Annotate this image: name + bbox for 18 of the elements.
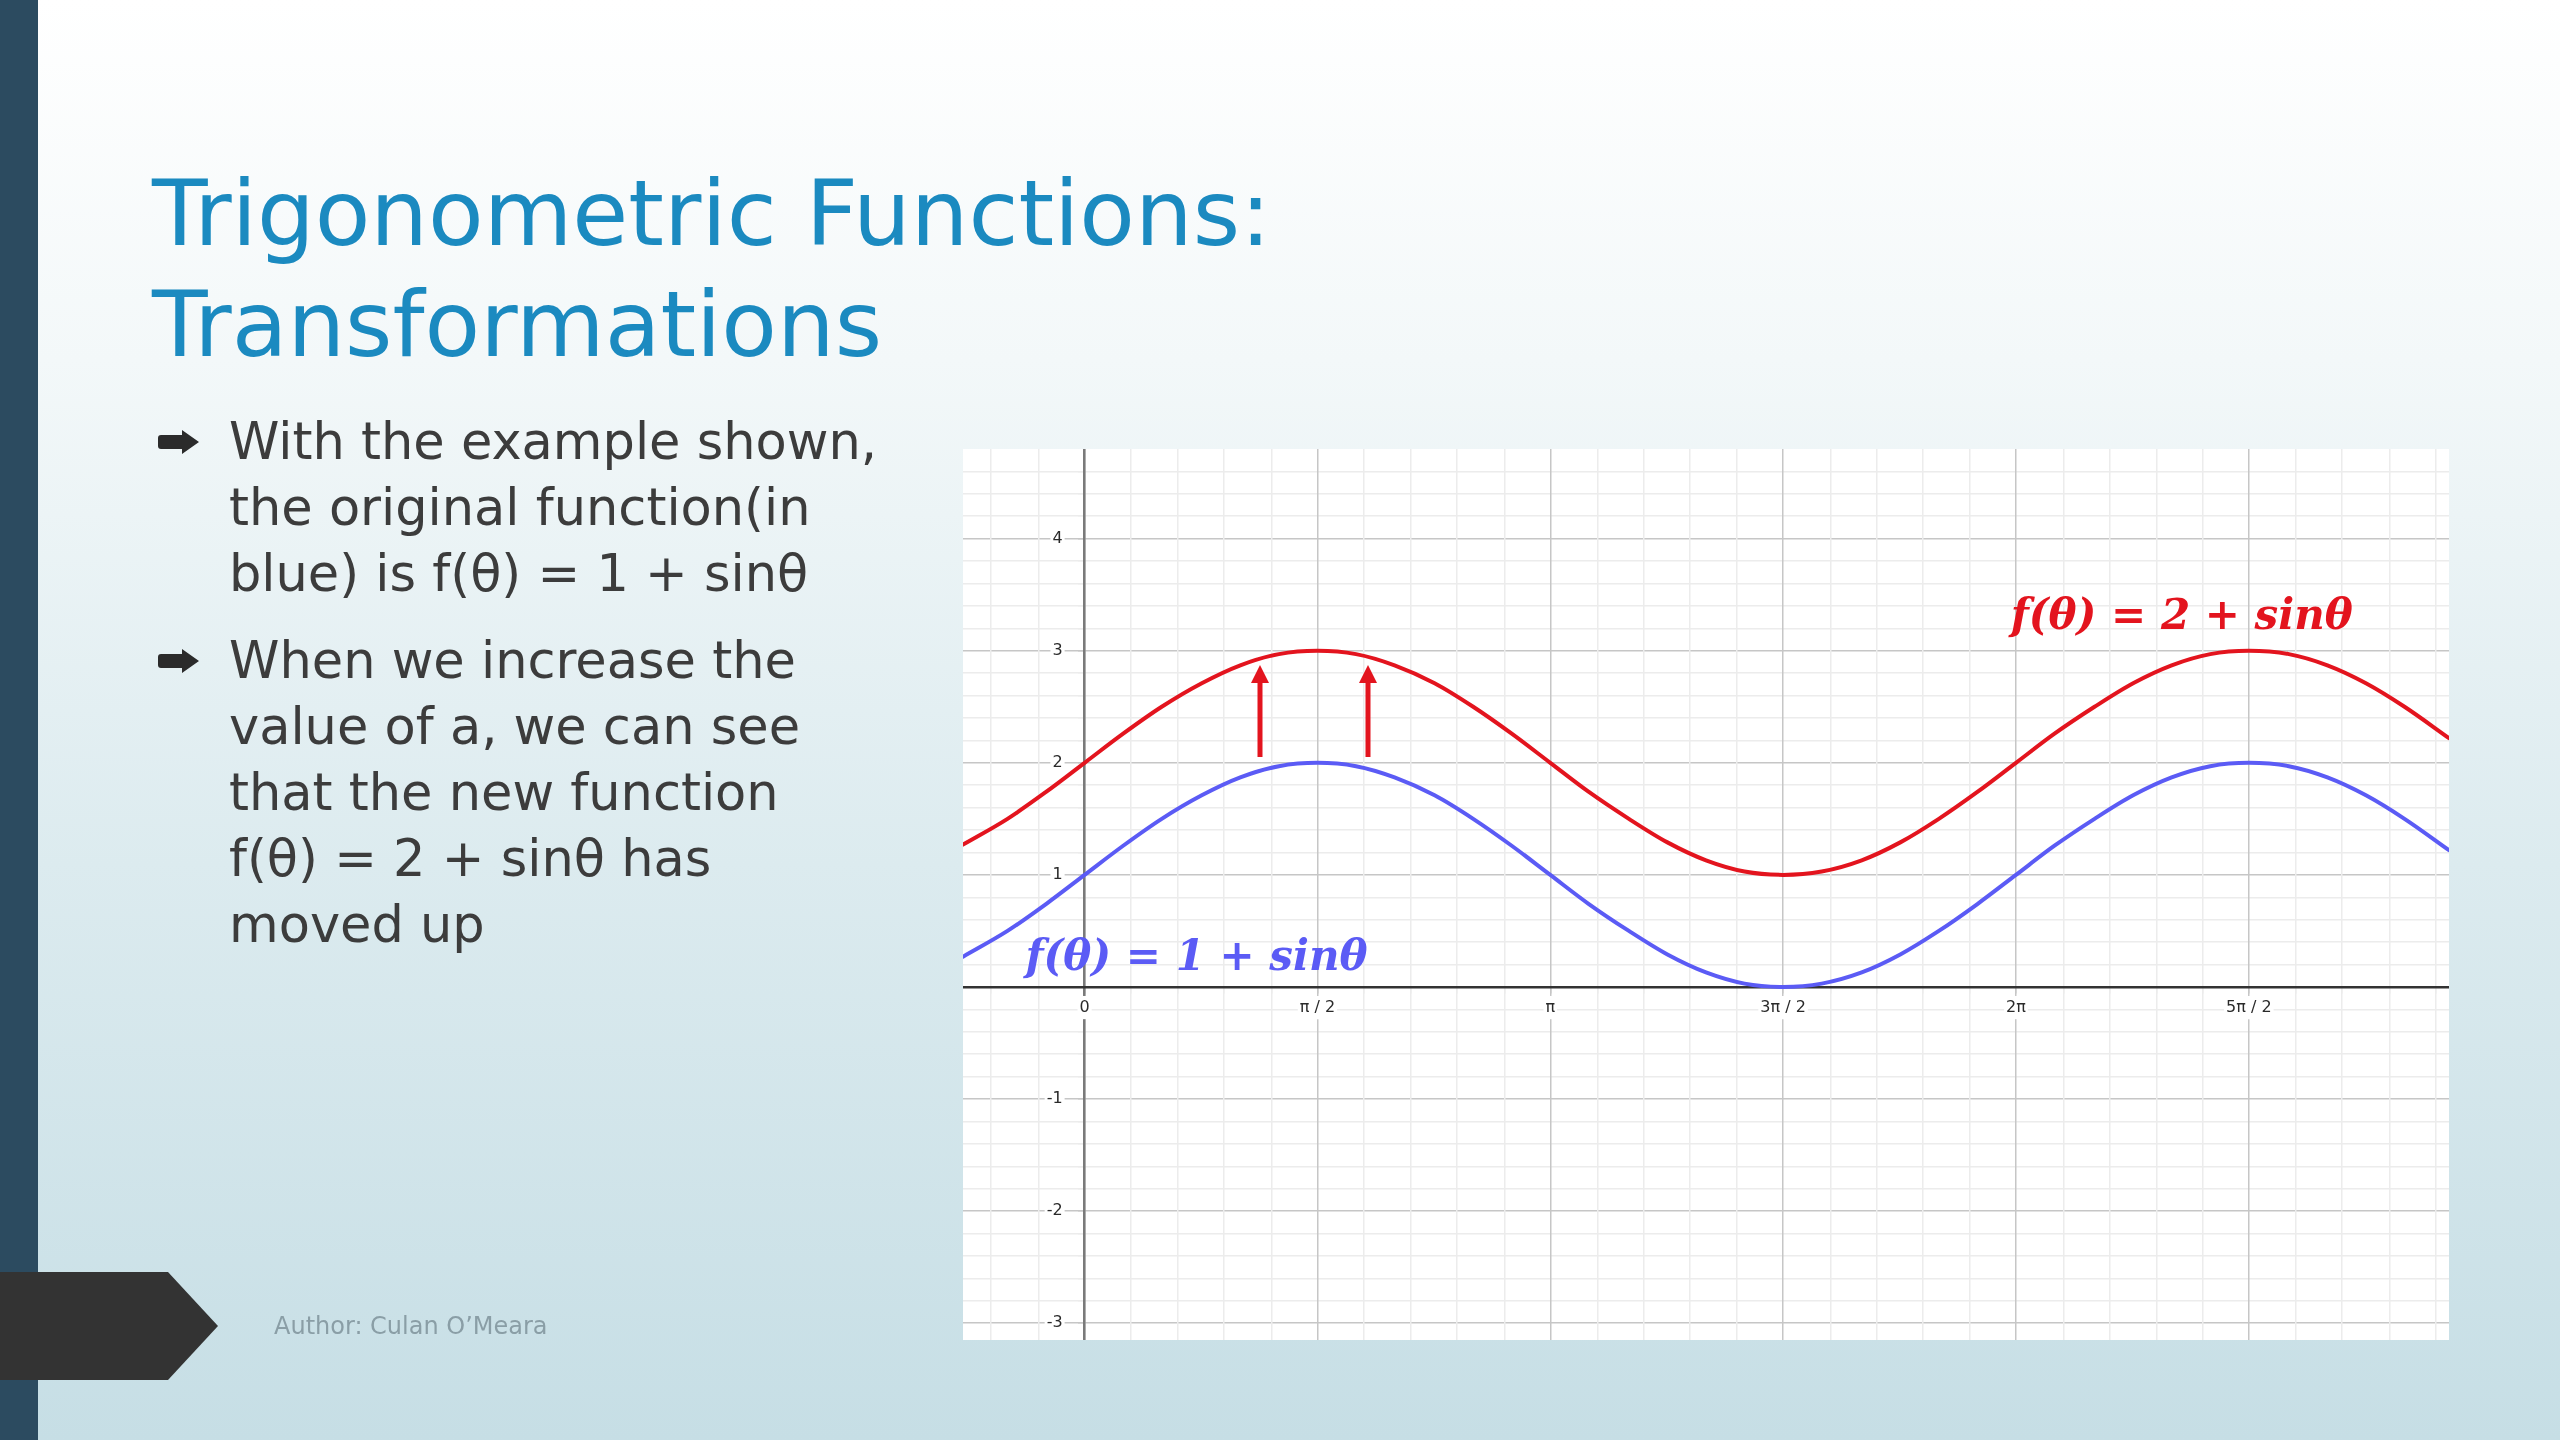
x-tick-label: π — [1545, 996, 1556, 1016]
x-tick-label: 0 — [1079, 996, 1090, 1016]
x-tick-label: 5π / 2 — [2226, 996, 2272, 1016]
text: Author: Culan O’Meara — [274, 1311, 548, 1341]
text: With the example shown, the original function(in blue) is f(θ) = 1 + sinθ — [229, 412, 877, 603]
chart-title: Trigonometric Functions: Transformations — [152, 160, 1272, 379]
series-label: f(θ) = 2 + sinθ — [2007, 589, 2353, 639]
y-tick-label: 1 — [1052, 864, 1063, 884]
x-tick-label: 3π / 2 — [1760, 996, 1806, 1016]
x-tick-label: π / 2 — [1299, 996, 1336, 1016]
y-tick-label: 2 — [1052, 751, 1063, 771]
text: When we increase the value of a, we can see that the new function f(θ) = 2 + sinθ has moved up — [229, 631, 801, 954]
y-tick-label: -3 — [1046, 1312, 1063, 1332]
y-tick-label: -1 — [1046, 1088, 1063, 1108]
x-tick-label: 2π — [2006, 996, 2027, 1016]
y-tick-label: -2 — [1046, 1200, 1063, 1220]
y-tick-label: 3 — [1052, 639, 1063, 659]
y-tick-label: 4 — [1052, 527, 1063, 547]
